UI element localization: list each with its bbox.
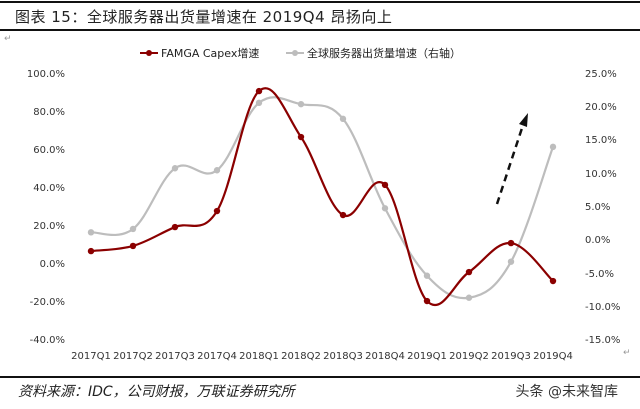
data-point — [87, 247, 95, 255]
x-tick: 2019Q3 — [491, 351, 531, 362]
legend-item-famga: FAMGA Capex增速 — [140, 45, 259, 61]
data-point — [213, 167, 221, 174]
legend-line-red-icon — [140, 50, 158, 56]
series-server-shipments — [87, 96, 557, 301]
data-point — [549, 143, 557, 151]
x-tick: 2017Q3 — [155, 351, 195, 362]
x-tick: 2018Q1 — [239, 351, 279, 362]
y-tick-left: 20.0% — [33, 221, 65, 232]
data-point — [255, 99, 263, 107]
y-tick-left: 80.0% — [33, 107, 65, 118]
x-tick: 2018Q4 — [365, 351, 405, 362]
y-tick-right: 15.0% — [585, 135, 617, 146]
y-tick-right: -15.0% — [585, 335, 621, 346]
x-tick: 2018Q3 — [323, 351, 363, 362]
top-rule — [0, 1, 640, 3]
legend-item-server: 全球服务器出货量增速（右轴） — [286, 45, 461, 61]
y-tick-left: -40.0% — [29, 335, 65, 346]
legend-label: 全球服务器出货量增速（右轴） — [307, 47, 461, 60]
data-point — [549, 277, 557, 285]
x-tick: 2019Q1 — [407, 351, 447, 362]
data-point — [507, 239, 515, 247]
data-point — [87, 229, 95, 236]
data-point — [339, 115, 347, 123]
data-point — [171, 165, 179, 172]
x-tick: 2017Q2 — [113, 351, 153, 362]
data-point — [423, 297, 431, 305]
data-point — [129, 225, 137, 233]
x-tick: 2019Q4 — [533, 351, 573, 362]
data-point — [213, 207, 221, 215]
x-tick: 2017Q1 — [71, 351, 111, 362]
title-rule — [0, 29, 640, 31]
y-tick-left: 0.0% — [39, 259, 65, 270]
y-tick-left: -20.0% — [29, 297, 65, 308]
chart-legend: FAMGA Capex增速 全球服务器出货量增速（右轴） — [0, 45, 640, 61]
data-point — [339, 211, 347, 219]
legend-label: FAMGA Capex增速 — [161, 47, 260, 60]
paragraph-mark-icon: ↵ — [623, 348, 631, 358]
y-tick-left: 100.0% — [26, 69, 65, 80]
y-tick-right: 25.0% — [585, 69, 617, 80]
trend-arrow-icon — [495, 113, 528, 205]
data-point — [381, 205, 389, 212]
data-point — [507, 258, 515, 265]
x-tick: 2017Q4 — [197, 351, 237, 362]
y-tick-right: 5.0% — [585, 202, 611, 213]
data-point — [297, 133, 305, 141]
paragraph-mark-icon: ↵ — [4, 34, 12, 44]
bottom-rule — [0, 376, 640, 378]
y-tick-right: -5.0% — [585, 269, 615, 280]
data-point — [171, 223, 179, 231]
data-point — [465, 268, 473, 276]
x-tick: 2019Q2 — [449, 351, 489, 362]
legend-line-gray-icon — [286, 50, 304, 56]
y-tick-right: 20.0% — [585, 102, 617, 113]
source-note: 资料来源：IDC，公司财报，万联证券研究所 — [18, 384, 295, 400]
data-point — [381, 181, 389, 189]
data-point — [423, 272, 431, 279]
figure-title: 图表 15：全球服务器出货量增速在 2019Q4 昂扬向上 — [15, 8, 393, 26]
watermark: 头条 @未来智库 — [515, 384, 618, 400]
y-tick-left: 60.0% — [33, 145, 65, 156]
data-point — [255, 87, 263, 95]
y-tick-right: 0.0% — [585, 235, 611, 246]
series-famga-capex — [87, 87, 557, 307]
data-point — [297, 100, 305, 108]
y-tick-right: 10.0% — [585, 169, 617, 180]
y-tick-right: -10.0% — [585, 302, 621, 313]
x-tick: 2018Q2 — [281, 351, 321, 362]
y-tick-left: 40.0% — [33, 183, 65, 194]
data-point — [129, 242, 137, 250]
data-point — [465, 294, 473, 301]
